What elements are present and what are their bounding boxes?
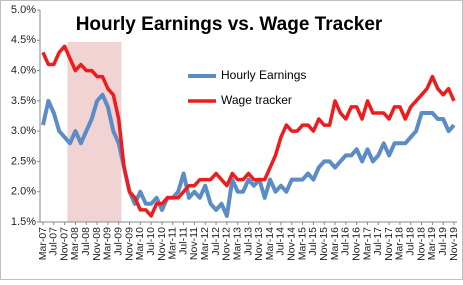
x-tick-label: Jul-09 bbox=[112, 227, 124, 256]
x-tick-label: Jul-17 bbox=[372, 227, 384, 256]
x-tick-label: Mar-13 bbox=[231, 227, 243, 260]
x-tick-label: Nov-12 bbox=[221, 227, 233, 261]
x-tick-label: Jul-08 bbox=[80, 227, 92, 256]
x-tick-label: Nov-16 bbox=[350, 227, 362, 261]
y-tick-label: 3.5% bbox=[11, 95, 36, 107]
y-tick-label: 4.5% bbox=[11, 34, 36, 46]
x-tick-label: Nov-14 bbox=[286, 227, 298, 261]
x-tick-label: Jul-15 bbox=[307, 227, 319, 256]
y-tick-label: 5.0% bbox=[11, 4, 36, 16]
x-tick-label: Mar-14 bbox=[264, 227, 276, 260]
x-tick-label: Mar-17 bbox=[361, 227, 373, 260]
y-tick-label: 4.0% bbox=[11, 64, 36, 76]
x-tick-label: Mar-12 bbox=[199, 227, 211, 260]
x-tick-label: Mar-15 bbox=[296, 227, 308, 260]
series-line bbox=[41, 92, 456, 218]
x-tick-label: Mar-10 bbox=[134, 227, 146, 260]
y-tick-label: 1.5% bbox=[11, 216, 36, 228]
x-tick-label: Mar-09 bbox=[102, 227, 114, 260]
legend-label: Hourly Earnings bbox=[221, 68, 306, 82]
x-tick-label: Jul-14 bbox=[275, 227, 287, 256]
y-tick-label: 2.0% bbox=[11, 186, 36, 198]
x-tick-label: Nov-19 bbox=[448, 227, 460, 261]
x-tick-label: Jul-12 bbox=[210, 227, 222, 256]
x-tick-label: Mar-18 bbox=[394, 227, 406, 260]
x-tick-label: Jul-19 bbox=[437, 227, 449, 256]
title-box bbox=[62, 6, 396, 42]
chart-title: Hourly Earnings vs. Wage Tracker bbox=[76, 14, 383, 35]
x-tick-label: Jul-18 bbox=[405, 227, 417, 256]
x-tick-label: Mar-16 bbox=[329, 227, 341, 260]
x-tick-label: Nov-17 bbox=[383, 227, 395, 261]
legend-label: Wage tracker bbox=[221, 93, 292, 107]
x-tick-label: Nov-08 bbox=[91, 227, 103, 261]
x-tick-label: Nov-15 bbox=[318, 227, 330, 261]
x-tick-label: Mar-19 bbox=[426, 227, 438, 260]
x-tick-label: Nov-18 bbox=[415, 227, 427, 261]
x-tick-label: Jul-10 bbox=[145, 227, 157, 256]
x-tick-label: Jul-16 bbox=[340, 227, 352, 256]
y-tick-label: 2.5% bbox=[11, 155, 36, 167]
x-tick-label: Nov-11 bbox=[188, 227, 200, 260]
y-tick-label: 3.0% bbox=[11, 125, 36, 137]
x-tick-label: Nov-07 bbox=[58, 227, 70, 261]
x-tick-label: Jul-11 bbox=[177, 227, 189, 255]
x-tick-label: Mar-07 bbox=[37, 227, 49, 260]
x-tick-label: Jul-07 bbox=[48, 227, 60, 256]
x-tick-label: Nov-09 bbox=[123, 227, 135, 261]
series-line bbox=[41, 44, 456, 218]
x-tick-label: Jul-13 bbox=[242, 227, 254, 256]
x-tick-label: Nov-10 bbox=[156, 227, 168, 261]
x-tick-label: Mar-08 bbox=[69, 227, 81, 260]
x-tick-label: Mar-11 bbox=[167, 227, 179, 260]
x-tick-label: Nov-13 bbox=[253, 227, 265, 261]
